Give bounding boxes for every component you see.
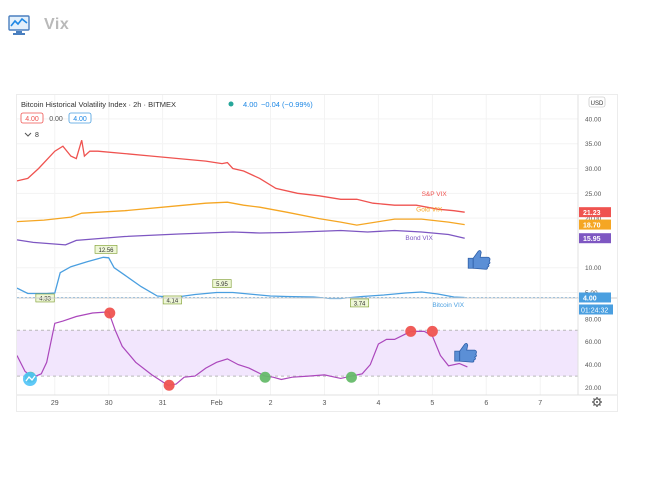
value-tag-text-4: 3.74: [354, 301, 366, 307]
osc-y-tick-0: 80.00: [585, 316, 602, 323]
settings-gear-icon[interactable]: [592, 397, 602, 407]
signal-marker-3[interactable]: [259, 371, 271, 383]
legend-box-0-label: 4.00: [25, 116, 39, 123]
main-y-tick-2: 30.00: [585, 166, 602, 173]
signal-marker-4[interactable]: [345, 371, 357, 383]
last-value-text-2: 15.95: [583, 236, 601, 243]
thumb-hand-1: [459, 342, 477, 363]
value-tag-4: [350, 298, 370, 308]
legend-box-2[interactable]: [68, 112, 92, 124]
app-header: Vix: [8, 10, 69, 40]
value-tag-1: [94, 245, 118, 254]
chart-title: Bitcoin Historical Volatility Index · 2h…: [21, 100, 176, 109]
last-value-text-1: 18.70: [583, 223, 601, 230]
last-value: 4.00: [243, 100, 258, 109]
last-value-tag-0: [579, 207, 611, 218]
series-name-label-0: S&P VIX: [422, 191, 448, 198]
last-value-tag-2: [579, 233, 611, 244]
countdown-tag: [579, 304, 613, 315]
legend-box-1-label[interactable]: 0.00: [49, 116, 63, 123]
x-tick-label-9: 7: [538, 400, 542, 407]
signal-marker-5[interactable]: [405, 325, 417, 337]
osc-y-tick-3: 20.00: [585, 385, 602, 392]
chart-svg[interactable]: S&P VIX Gold VIX Bond VIX Bitcoin VIX 4.33 1…: [16, 95, 617, 411]
volatility-chart[interactable]: S&P VIX Gold VIX Bond VIX Bitcoin VIX 4.33 1…: [16, 94, 618, 412]
x-tick-label-0: 29: [51, 400, 59, 407]
x-tick-label-2: 31: [159, 400, 167, 407]
main-y-tick-0: 40.00: [585, 116, 602, 123]
series-name-label-1: Gold VIX: [416, 207, 443, 214]
signal-marker-6[interactable]: [426, 325, 438, 337]
oscillator-band: [17, 330, 578, 377]
main-y-tick-4: 20.00: [585, 216, 602, 223]
legend-box-2-label: 4.00: [73, 116, 87, 123]
x-tick-label-6: 4: [376, 400, 380, 407]
series-name-label-3: Bitcoin VIX: [432, 302, 464, 309]
value-tag-3: [212, 279, 232, 288]
signal-marker-2[interactable]: [163, 379, 175, 391]
series-line-0: [16, 140, 465, 213]
osc-y-tick-2: 40.00: [585, 362, 602, 369]
live-status-dot: [228, 101, 234, 107]
app-title: Vix: [44, 16, 70, 33]
thumbs-up-icon-1[interactable]: [454, 342, 477, 363]
x-tick-label-7: 5: [430, 400, 434, 407]
collapse-chevron-icon[interactable]: [24, 132, 32, 137]
value-tag-text-0: 4.33: [39, 296, 51, 302]
x-tick-label-8: 6: [484, 400, 488, 407]
currency-badge[interactable]: [588, 96, 606, 108]
x-tick-label-3: Feb: [211, 400, 223, 407]
last-value-text-0: 21.23: [583, 210, 601, 217]
series-line-2: [16, 229, 465, 246]
value-tag-text-1: 12.56: [98, 248, 114, 254]
thumbs-up-icon-0[interactable]: [467, 250, 491, 270]
countdown-text: 01:24:32: [581, 307, 608, 314]
thumb-cuff-0: [467, 257, 474, 269]
indicator-setting[interactable]: 8: [35, 132, 39, 139]
thumb-hand-0: [472, 250, 491, 270]
main-y-tick-3: 25.00: [585, 191, 602, 198]
value-tag-text-3: 5.95: [216, 282, 228, 288]
signal-marker-1[interactable]: [104, 307, 116, 319]
currency-label: USD: [591, 101, 604, 107]
legend-box-0[interactable]: [20, 112, 44, 124]
thumb-cuff-1: [454, 350, 461, 362]
series-name-label-2: Bond VIX: [405, 235, 433, 242]
last-value-text-3: 4.00: [583, 295, 597, 302]
x-tick-label-1: 30: [105, 400, 113, 407]
series-line-1: [16, 201, 465, 226]
last-value-tag-3: [579, 292, 611, 303]
data-window-icon[interactable]: [23, 372, 37, 386]
main-y-tick-1: 35.00: [585, 141, 602, 148]
series-line-3: [16, 256, 465, 300]
osc-y-tick-1: 60.00: [585, 339, 602, 346]
main-y-tick-5: 10.00: [585, 265, 602, 272]
x-tick-label-5: 3: [323, 400, 327, 407]
last-value-tag-1: [579, 219, 611, 230]
value-tag-2: [162, 295, 182, 305]
oscillator-line: [16, 311, 468, 386]
value-tag-text-2: 4.14: [167, 298, 179, 304]
x-tick-label-4: 2: [269, 400, 273, 407]
change-value: −0.04 (−0.99%): [261, 100, 313, 109]
monitor-chart-icon: [8, 14, 30, 36]
